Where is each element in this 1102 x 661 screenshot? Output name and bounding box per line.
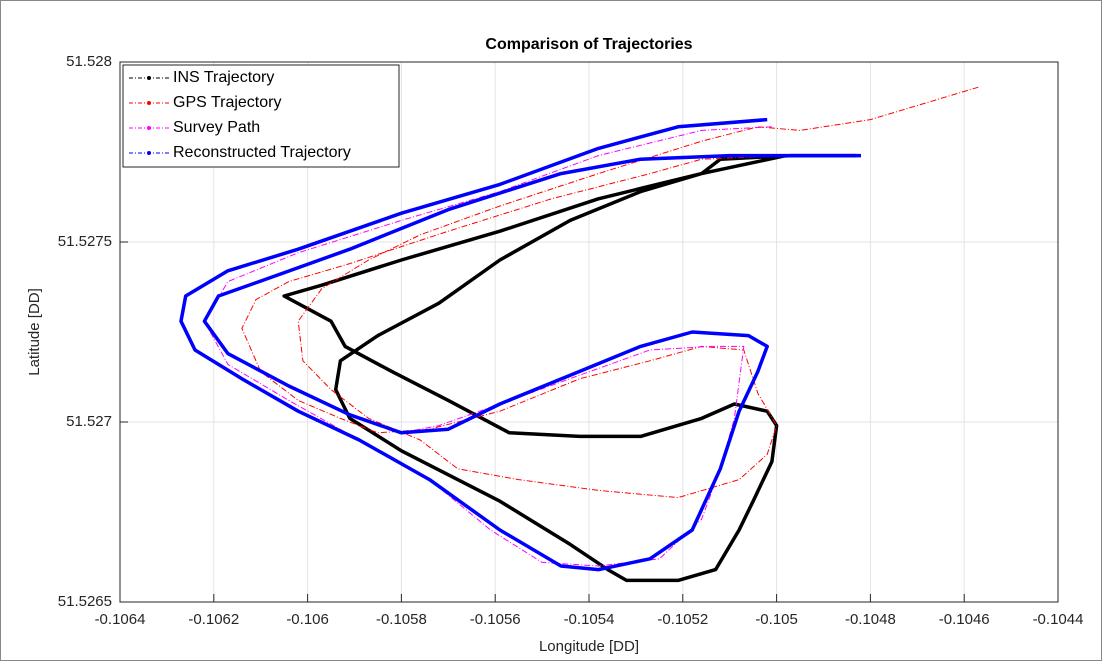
- legend-label: GPS Trajectory: [173, 94, 281, 111]
- x-tick-label: -0.106: [286, 611, 329, 628]
- legend-label: Survey Path: [173, 119, 260, 136]
- x-tick-label: -0.105: [755, 611, 798, 628]
- legend-label: Reconstructed Trajectory: [173, 144, 351, 161]
- x-tick-label: -0.1056: [470, 611, 521, 628]
- x-tick-label: -0.1052: [657, 611, 708, 628]
- y-axis-label: Latitude [DD]: [26, 288, 43, 376]
- y-tick-label: 51.5275: [58, 233, 112, 250]
- x-tick-label: -0.1046: [939, 611, 990, 628]
- chart-title: Comparison of Trajectories: [485, 36, 692, 53]
- x-tick-label: -0.1062: [188, 611, 239, 628]
- legend: INS Trajectory GPS Trajectory Survey Path R…: [122, 64, 400, 168]
- x-tick-label: -0.1044: [1033, 611, 1084, 628]
- legend-marker: [147, 126, 151, 130]
- legend-box: [122, 64, 400, 168]
- y-tick-label: 51.5265: [58, 593, 112, 610]
- trajectory-line: [203, 126, 772, 567]
- legend-marker: [147, 76, 151, 80]
- x-tick-label: -0.1064: [95, 611, 146, 628]
- legend-marker: [147, 101, 151, 105]
- y-tick-label: 51.527: [66, 413, 112, 430]
- trajectory-line: [179, 117, 861, 572]
- axes-box: [119, 61, 1059, 603]
- legend-marker: [147, 151, 151, 155]
- x-tick-label: -0.1048: [845, 611, 896, 628]
- x-axis-label: Longitude [DD]: [539, 638, 639, 655]
- x-tick-label: -0.1058: [376, 611, 427, 628]
- y-tick-label: 51.528: [66, 53, 112, 70]
- lines: [179, 86, 979, 583]
- trajectory-line: [241, 86, 979, 499]
- x-tick-label: -0.1054: [564, 611, 615, 628]
- legend-label: INS Trajectory: [173, 69, 274, 86]
